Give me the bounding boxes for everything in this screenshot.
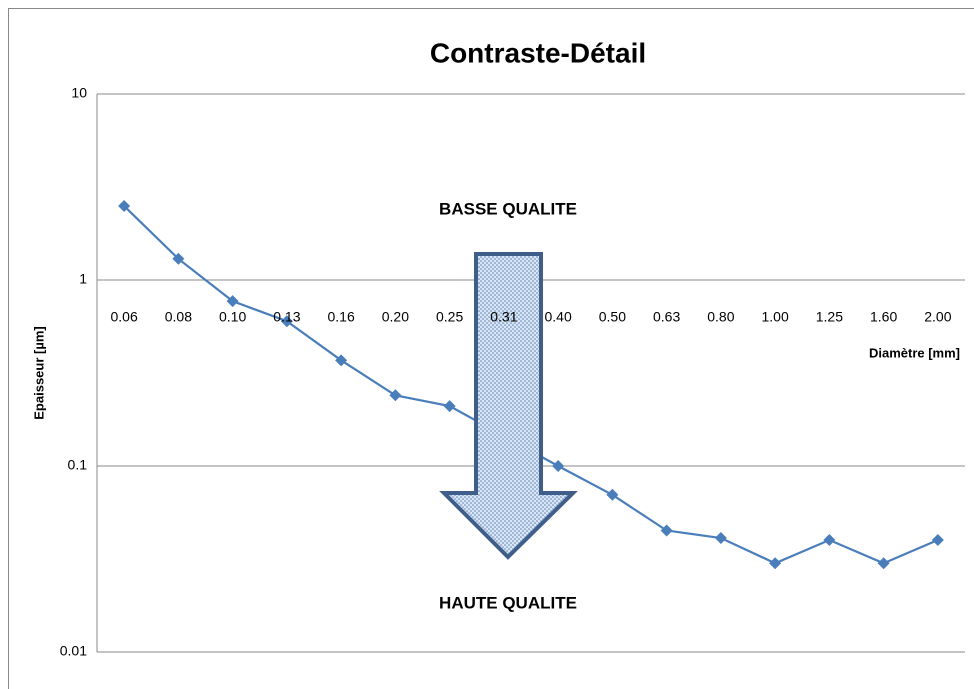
y-tick-label: 10: [71, 85, 87, 101]
chart-title: Contraste-Détail: [430, 37, 646, 68]
data-point: [877, 557, 890, 570]
arrow-shape: [439, 252, 578, 560]
data-point: [714, 532, 727, 545]
quality-arrow: [439, 252, 578, 560]
data-point: [335, 354, 348, 367]
x-tick-label: 0.63: [653, 309, 680, 325]
data-point: [389, 389, 402, 402]
data-point: [280, 315, 293, 328]
annotation: HAUTE QUALITE: [439, 593, 577, 612]
x-tick-label: 0.31: [490, 309, 517, 325]
x-tick-label: 2.00: [924, 309, 951, 325]
annotation: BASSE QUALITE: [439, 199, 577, 218]
x-tick-label: 1.00: [762, 309, 789, 325]
data-point: [606, 488, 619, 501]
x-tick-label: 1.60: [870, 309, 897, 325]
y-tick-label: 0.01: [60, 643, 87, 659]
y-tick-label: 0.1: [68, 457, 88, 473]
data-point: [660, 524, 673, 537]
data-point: [931, 534, 944, 547]
x-tick-label: 0.06: [111, 309, 138, 325]
data-point: [769, 557, 782, 570]
data-point: [443, 400, 456, 413]
x-tick-label: 0.25: [436, 309, 463, 325]
x-tick-label: 0.16: [328, 309, 355, 325]
data-point: [118, 199, 131, 212]
x-tick-label: 0.50: [599, 309, 626, 325]
y-axis-title: Epaisseur [µm]: [31, 326, 46, 419]
data-point: [823, 534, 836, 547]
data-point: [172, 252, 185, 265]
x-tick-label: 0.40: [545, 309, 572, 325]
data-point: [552, 460, 565, 472]
x-tick-label: 0.08: [165, 309, 192, 325]
data-point: [226, 295, 239, 308]
x-axis-title: Diamètre [mm]: [869, 345, 960, 360]
x-tick-label: 0.80: [707, 309, 734, 325]
x-tick-label: 0.20: [382, 309, 409, 325]
x-tick-label: 0.13: [273, 309, 300, 325]
y-tick-label: 1: [79, 271, 87, 287]
x-tick-label: 0.10: [219, 309, 246, 325]
chart-border: [8, 8, 974, 689]
x-tick-label: 1.25: [816, 309, 843, 325]
